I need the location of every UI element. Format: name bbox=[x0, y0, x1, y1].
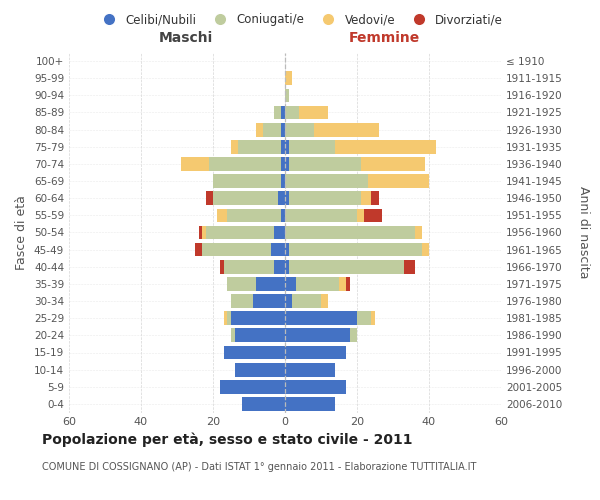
Bar bbox=[224, 312, 227, 325]
Bar bbox=[227, 277, 256, 291]
Bar bbox=[292, 294, 321, 308]
Bar bbox=[199, 226, 202, 239]
Bar bbox=[285, 328, 350, 342]
Bar bbox=[281, 106, 285, 120]
Bar bbox=[281, 208, 285, 222]
Bar bbox=[415, 226, 422, 239]
Bar bbox=[242, 397, 285, 411]
Bar bbox=[285, 397, 335, 411]
Bar bbox=[274, 226, 285, 239]
Bar bbox=[339, 277, 346, 291]
Bar bbox=[285, 106, 299, 120]
Y-axis label: Fasce di età: Fasce di età bbox=[16, 195, 28, 270]
Bar bbox=[227, 312, 231, 325]
Bar bbox=[404, 260, 415, 274]
Text: Femmine: Femmine bbox=[349, 32, 420, 46]
Bar bbox=[289, 243, 422, 256]
Bar bbox=[231, 312, 285, 325]
Text: Maschi: Maschi bbox=[158, 32, 213, 46]
Bar bbox=[361, 192, 371, 205]
Bar bbox=[256, 277, 285, 291]
Bar bbox=[422, 243, 429, 256]
Bar bbox=[335, 140, 436, 153]
Bar bbox=[274, 260, 285, 274]
Bar bbox=[206, 226, 274, 239]
Bar bbox=[238, 140, 281, 153]
Bar bbox=[202, 226, 206, 239]
Bar bbox=[285, 243, 289, 256]
Bar bbox=[278, 192, 285, 205]
Bar bbox=[231, 328, 235, 342]
Bar bbox=[289, 192, 361, 205]
Bar bbox=[285, 140, 289, 153]
Bar bbox=[281, 123, 285, 136]
Legend: Celibi/Nubili, Coniugati/e, Vedovi/e, Divorziati/e: Celibi/Nubili, Coniugati/e, Vedovi/e, Di… bbox=[92, 8, 508, 31]
Bar bbox=[364, 208, 382, 222]
Bar bbox=[371, 312, 375, 325]
Y-axis label: Anni di nascita: Anni di nascita bbox=[577, 186, 590, 279]
Bar bbox=[224, 346, 285, 360]
Bar bbox=[285, 294, 292, 308]
Bar bbox=[346, 277, 350, 291]
Bar bbox=[231, 140, 238, 153]
Bar bbox=[285, 226, 415, 239]
Bar bbox=[281, 174, 285, 188]
Bar bbox=[213, 192, 278, 205]
Bar bbox=[299, 106, 328, 120]
Bar bbox=[285, 312, 357, 325]
Bar bbox=[289, 157, 361, 171]
Bar bbox=[314, 123, 379, 136]
Bar bbox=[271, 243, 285, 256]
Bar bbox=[285, 260, 289, 274]
Bar bbox=[217, 208, 227, 222]
Bar bbox=[227, 208, 281, 222]
Bar bbox=[285, 380, 346, 394]
Bar bbox=[296, 277, 339, 291]
Bar bbox=[209, 157, 281, 171]
Bar bbox=[220, 260, 224, 274]
Bar bbox=[213, 174, 281, 188]
Bar bbox=[206, 192, 213, 205]
Bar bbox=[361, 157, 425, 171]
Bar bbox=[285, 346, 346, 360]
Bar bbox=[371, 192, 379, 205]
Bar bbox=[289, 260, 404, 274]
Bar bbox=[285, 123, 314, 136]
Bar bbox=[285, 157, 289, 171]
Bar bbox=[357, 208, 364, 222]
Bar bbox=[263, 123, 281, 136]
Bar bbox=[285, 363, 335, 376]
Bar bbox=[285, 277, 296, 291]
Bar bbox=[274, 106, 281, 120]
Bar bbox=[195, 243, 202, 256]
Bar bbox=[285, 192, 289, 205]
Bar bbox=[321, 294, 328, 308]
Bar bbox=[235, 328, 285, 342]
Bar bbox=[181, 157, 209, 171]
Text: COMUNE DI COSSIGNANO (AP) - Dati ISTAT 1° gennaio 2011 - Elaborazione TUTTITALIA: COMUNE DI COSSIGNANO (AP) - Dati ISTAT 1… bbox=[42, 462, 476, 472]
Bar bbox=[350, 328, 357, 342]
Bar bbox=[253, 294, 285, 308]
Bar bbox=[357, 312, 371, 325]
Bar bbox=[256, 123, 263, 136]
Bar bbox=[285, 88, 289, 102]
Bar bbox=[285, 72, 292, 85]
Bar bbox=[224, 260, 274, 274]
Bar bbox=[289, 140, 335, 153]
Bar bbox=[231, 294, 253, 308]
Bar bbox=[202, 243, 271, 256]
Bar bbox=[281, 157, 285, 171]
Bar bbox=[235, 363, 285, 376]
Bar bbox=[368, 174, 429, 188]
Bar bbox=[220, 380, 285, 394]
Bar bbox=[285, 208, 357, 222]
Bar bbox=[285, 174, 368, 188]
Text: Popolazione per età, sesso e stato civile - 2011: Popolazione per età, sesso e stato civil… bbox=[42, 432, 413, 447]
Bar bbox=[281, 140, 285, 153]
